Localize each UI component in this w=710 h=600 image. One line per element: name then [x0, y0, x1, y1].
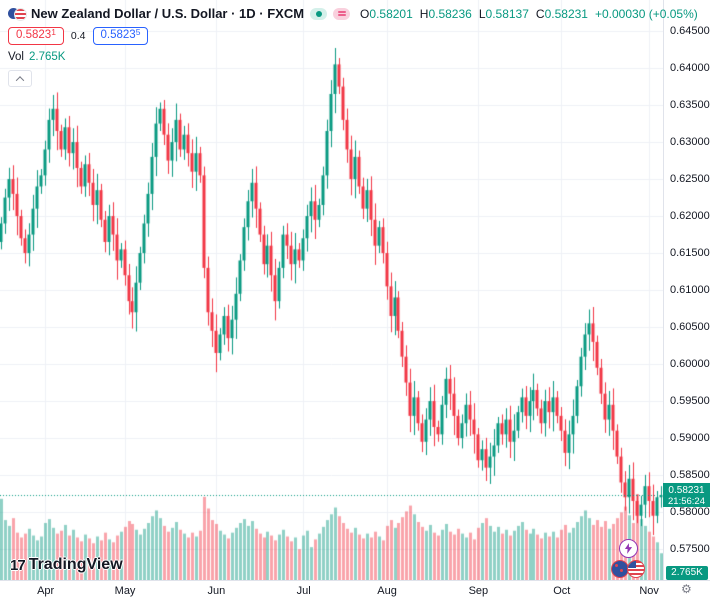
chart-legend: New Zealand Dollar / U.S. Dollar · 1D · … — [8, 5, 698, 87]
low-label: L — [478, 6, 486, 21]
price-tick-label: 0.58000 — [670, 506, 710, 519]
chevron-up-icon — [15, 75, 25, 85]
time-tick-label: May — [114, 585, 136, 597]
collapse-legend-button[interactable] — [8, 70, 32, 87]
price-chart-canvas[interactable] — [0, 0, 663, 580]
symbol-pair-logo-icon — [8, 6, 27, 21]
price-tick-label: 0.64500 — [670, 25, 710, 38]
price-tick-label: 0.62500 — [670, 173, 710, 186]
price-tick-label: 0.64000 — [670, 62, 710, 75]
high-label: H — [419, 6, 429, 21]
price-tick-label: 0.60500 — [670, 321, 710, 334]
volume-indicator-row[interactable]: Vol 2.765K — [8, 51, 698, 65]
buy-price: 0.5823 — [100, 29, 136, 41]
price-tick-label: 0.62000 — [670, 210, 710, 223]
open-value: 0.58201 — [369, 6, 413, 21]
time-tick-label: Nov — [639, 585, 659, 597]
time-tick-label: Oct — [553, 585, 571, 597]
price-tick-label: 0.58500 — [670, 469, 710, 482]
price-tick-label: 0.63500 — [670, 99, 710, 112]
close-value: 0.58231 — [544, 6, 588, 21]
last-volume-tag: 2.765K — [666, 566, 708, 580]
lightning-icon — [624, 543, 633, 554]
ohlc-values: O0.58201 H0.58236 L0.58137 C0.58231 +0.0… — [360, 7, 698, 21]
sell-pip: 1 — [51, 27, 56, 37]
price-tick-label: 0.57500 — [670, 543, 710, 556]
tradingview-logo-text: TradingView — [28, 556, 123, 573]
change-value: +0.00030 (+0.05%) — [594, 6, 698, 21]
sell-price: 0.5823 — [16, 29, 52, 41]
buy-price-button[interactable]: 0.5823 5 — [92, 27, 149, 45]
tradingview-logo-icon: 17 — [10, 556, 26, 574]
spread-value: 0.4 — [70, 30, 86, 42]
symbol-title[interactable]: New Zealand Dollar / U.S. Dollar · 1D · … — [31, 6, 305, 21]
price-tick-label: 0.59000 — [670, 432, 710, 445]
sell-price-button[interactable]: 0.5823 1 — [8, 27, 64, 45]
close-label: C — [535, 6, 545, 21]
price-tick-label: 0.61000 — [670, 284, 710, 297]
price-tick-label: 0.63000 — [670, 136, 710, 149]
time-tick-label: Jul — [296, 585, 311, 597]
market-open-status-icon[interactable] — [310, 7, 328, 20]
last-price-value: 0.58231 — [668, 485, 705, 496]
time-tick-label: Jun — [207, 585, 226, 597]
open-label: O — [360, 6, 370, 21]
instant-order-lightning-button[interactable] — [619, 539, 638, 558]
price-tick-label: 0.60000 — [670, 358, 710, 371]
volume-indicator-label: Vol — [8, 51, 24, 63]
time-tick-label: Aug — [377, 585, 397, 597]
time-axis[interactable]: Apr May Jun Jul Aug Sep Oct Nov — [0, 580, 710, 600]
hot-symbol-icon[interactable] — [333, 7, 351, 20]
axis-settings-gear-icon[interactable]: ⚙ — [681, 582, 692, 596]
buy-pip: 5 — [135, 27, 141, 37]
high-value: 0.58236 — [428, 6, 472, 21]
usd-flag-icon — [627, 560, 645, 578]
volume-indicator-value: 2.765K — [29, 51, 66, 63]
low-value: 0.58137 — [485, 6, 529, 21]
price-tick-label: 0.61500 — [670, 247, 710, 260]
price-tick-label: 0.59500 — [670, 395, 710, 408]
last-price-tag: 0.58231 21:56:24 — [663, 483, 710, 507]
bar-countdown: 21:56:24 — [668, 496, 705, 507]
tradingview-watermark[interactable]: 17 TradingView — [10, 556, 123, 574]
time-tick-label: Sep — [468, 585, 489, 597]
time-tick-label: Apr — [37, 585, 55, 597]
